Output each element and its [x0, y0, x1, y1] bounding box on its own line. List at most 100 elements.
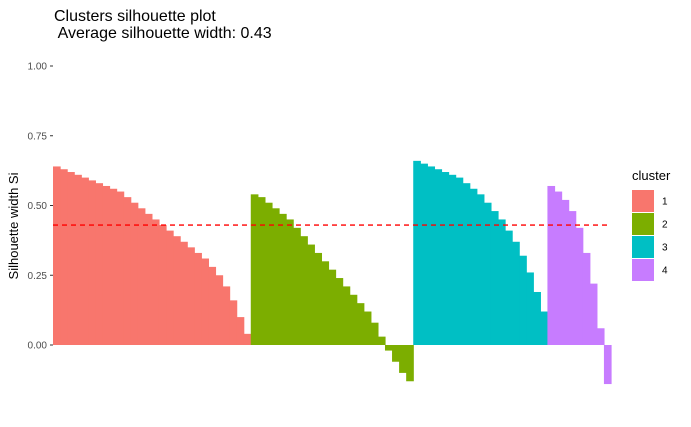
legend-label: 4	[662, 266, 668, 277]
silhouette-bar	[363, 311, 372, 345]
silhouette-bar	[229, 300, 238, 345]
silhouette-bar	[300, 236, 308, 345]
silhouette-bar	[462, 183, 471, 345]
legend-label: 2	[662, 220, 668, 231]
y-tick-label: 0.25	[28, 271, 48, 282]
silhouette-bar	[53, 166, 61, 345]
silhouette-bar	[88, 180, 96, 345]
silhouette-bar	[505, 230, 513, 345]
silhouette-bar	[271, 208, 280, 345]
silhouette-bar	[469, 188, 478, 345]
silhouette-bar	[95, 183, 104, 345]
silhouette-bar	[384, 345, 393, 351]
silhouette-bar	[194, 252, 202, 345]
chart-title: Clusters silhouette plot	[54, 8, 216, 25]
legend-swatch	[632, 213, 654, 235]
silhouette-bar	[208, 266, 217, 345]
silhouette-bar	[173, 236, 181, 345]
silhouette-bar	[589, 283, 598, 345]
silhouette-bar	[60, 169, 68, 345]
silhouette-bar	[434, 169, 443, 345]
silhouette-bar	[349, 294, 358, 345]
silhouette-bar	[406, 345, 414, 382]
silhouette-bar	[512, 241, 520, 345]
silhouette-bar	[413, 160, 421, 345]
silhouette-bar	[215, 275, 224, 345]
legend: 1 2 3 4	[632, 190, 668, 281]
silhouette-bar	[554, 191, 563, 345]
silhouette-bar	[144, 213, 153, 345]
silhouette-bar	[561, 199, 570, 345]
silhouette-bar	[180, 241, 188, 345]
silhouette-bar	[328, 269, 337, 345]
silhouette-bar	[540, 311, 549, 345]
silhouette-bar	[307, 244, 315, 345]
silhouette-bar	[455, 177, 464, 345]
silhouette-bar	[102, 185, 111, 345]
y-axis-title: Silhouette width Si	[6, 172, 21, 279]
silhouette-bar	[526, 272, 534, 345]
silhouette-bar	[151, 219, 160, 345]
silhouette-bar	[243, 333, 252, 345]
silhouette-bar	[490, 211, 499, 345]
silhouette-bar	[158, 225, 167, 345]
silhouette-bar	[250, 194, 259, 345]
silhouette-bar	[293, 227, 301, 345]
y-axis: 0.00 0.25 0.50 0.75 1.00	[28, 62, 53, 352]
silhouette-bar	[596, 328, 605, 345]
silhouette-bar	[286, 219, 294, 345]
silhouette-bar	[201, 258, 209, 345]
silhouette-bar	[476, 194, 485, 345]
silhouette-bar	[74, 174, 82, 345]
silhouette-bar	[257, 197, 266, 345]
silhouette-bar	[236, 317, 245, 345]
silhouette-bar	[392, 345, 400, 362]
silhouette-bar	[342, 286, 351, 345]
legend-swatch	[632, 190, 654, 212]
silhouette-bar	[399, 345, 407, 373]
silhouette-bar	[222, 286, 231, 345]
silhouette-bar	[519, 255, 527, 345]
silhouette-bar	[356, 303, 365, 345]
silhouette-bar	[370, 322, 379, 345]
y-tick-label: 1.00	[28, 62, 48, 73]
silhouette-bar	[321, 261, 330, 345]
silhouette-bar	[279, 213, 287, 345]
legend-label: 1	[662, 197, 668, 208]
silhouette-bar	[187, 247, 195, 345]
silhouette-bar	[81, 177, 89, 345]
silhouette-bar	[575, 227, 584, 345]
silhouette-bar	[533, 291, 541, 345]
y-tick-label: 0.50	[28, 201, 48, 212]
silhouette-bar	[448, 174, 457, 345]
silhouette-bar	[603, 345, 612, 385]
silhouette-bar	[109, 188, 118, 345]
legend-swatch	[632, 236, 654, 258]
silhouette-bar	[568, 211, 577, 345]
y-tick-label: 0.75	[28, 131, 48, 142]
silhouette-bar	[441, 172, 450, 345]
legend-label: 3	[662, 243, 668, 254]
silhouette-bar	[116, 191, 125, 345]
silhouette-bar	[137, 208, 146, 345]
silhouette-bar	[547, 185, 556, 345]
silhouette-bar	[497, 219, 506, 345]
silhouette-bar	[582, 252, 591, 345]
silhouette-bar	[67, 172, 75, 345]
silhouette-bar	[123, 197, 132, 345]
silhouette-bar	[427, 166, 436, 345]
chart-subtitle: Average silhouette width: 0.43	[54, 25, 272, 42]
silhouette-bar	[166, 230, 174, 345]
silhouette-bar	[130, 202, 139, 345]
silhouette-bar	[264, 202, 273, 345]
y-tick-label: 0.00	[28, 341, 48, 352]
legend-title: cluster	[632, 168, 671, 183]
silhouette-bar	[335, 278, 344, 345]
bars-group	[53, 160, 612, 385]
legend-swatch	[632, 259, 654, 281]
silhouette-bar	[420, 163, 428, 345]
silhouette-bar	[377, 336, 386, 345]
silhouette-bar	[314, 252, 323, 345]
silhouette-bar	[483, 202, 492, 345]
